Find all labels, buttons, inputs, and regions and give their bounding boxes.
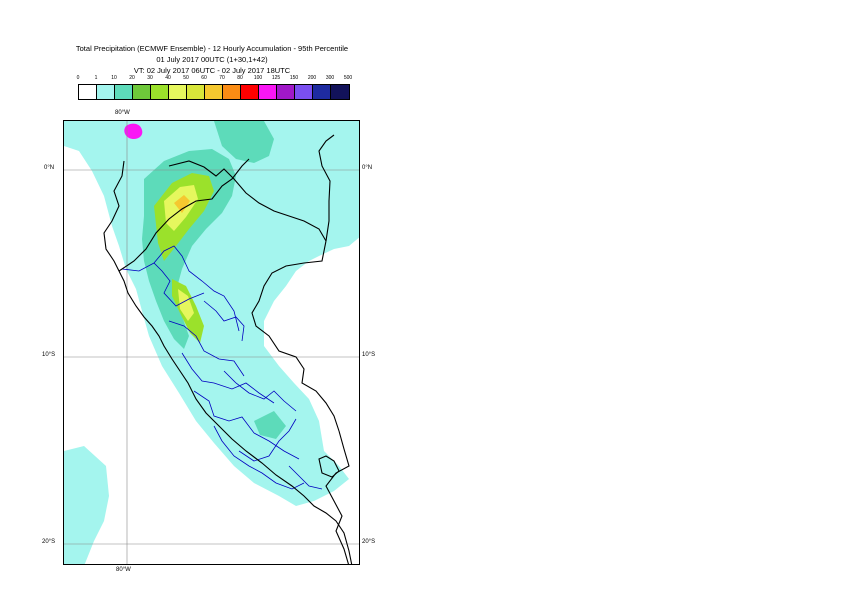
department-boundary <box>223 370 297 412</box>
lake-titicaca-outline <box>318 455 340 478</box>
legend-swatch <box>169 85 187 99</box>
precip-teal-area-southeast <box>254 411 286 439</box>
department-boundary <box>153 245 240 332</box>
legend-swatch <box>313 85 331 99</box>
legend-tick: 100 <box>253 75 263 81</box>
precip-orange-area <box>174 195 190 213</box>
legend-tick: 125 <box>271 75 281 81</box>
department-boundary <box>121 262 205 307</box>
legend-swatch <box>115 85 133 99</box>
legend-swatch <box>277 85 295 99</box>
department-boundary <box>203 300 245 342</box>
lat-label-left-20: 20°S <box>42 539 56 545</box>
legend-swatch <box>295 85 313 99</box>
legend-swatch <box>259 85 277 99</box>
legend-tick: 1 <box>94 75 98 81</box>
ecuador-boundary <box>118 158 250 272</box>
graticule <box>64 121 359 564</box>
legend-colorbar <box>78 84 350 100</box>
precip-teal-area-northeast <box>214 121 274 163</box>
internal-boundaries <box>121 245 323 490</box>
valid-time-label: VT: 02 July 2017 06UTC - 02 July 2017 18… <box>133 66 291 75</box>
legend-swatch <box>241 85 259 99</box>
legend-swatch <box>151 85 169 99</box>
chart-title: Total Precipitation (ECMWF Ensemble) - 1… <box>75 44 349 53</box>
legend-tick: 70 <box>219 75 225 81</box>
legend-tick: 10 <box>111 75 117 81</box>
precipitation-map <box>63 120 360 565</box>
legend-tick: 20 <box>129 75 135 81</box>
colombia-brazil-boundary <box>318 134 335 242</box>
lat-label-left-10: 10°S <box>42 352 56 358</box>
legend-swatch <box>223 85 241 99</box>
lat-label-left-0: 0°N <box>44 165 55 171</box>
precip-magenta-spot <box>124 123 143 140</box>
precip-field <box>64 121 359 564</box>
legend-swatch <box>205 85 223 99</box>
department-boundary <box>288 465 323 490</box>
lat-label-right-0: 0°N <box>362 165 373 171</box>
national-boundaries <box>103 134 353 564</box>
lat-label-right-10: 10°S <box>362 352 376 358</box>
precip-light-area-southwest <box>64 446 109 564</box>
legend-tick-labels: 0 1 10 20 30 40 50 60 70 80 100 125 150 … <box>70 75 360 85</box>
bolivia-boundary <box>325 430 350 564</box>
precip-light-area <box>64 121 359 506</box>
legend-tick: 40 <box>165 75 171 81</box>
precip-yellow-area-central <box>178 289 194 321</box>
department-boundary <box>193 390 300 460</box>
precip-light-area-northwest <box>64 121 139 161</box>
legend-swatch <box>133 85 151 99</box>
legend-swatch <box>79 85 97 99</box>
department-boundary <box>238 418 297 462</box>
department-boundary <box>181 352 275 404</box>
colombia-boundary <box>168 160 327 242</box>
legend-swatch <box>97 85 115 99</box>
legend-tick: 200 <box>307 75 317 81</box>
base-time-label: 01 July 2017 00UTC (1+30,1+42) <box>156 55 268 64</box>
legend-tick: 30 <box>147 75 153 81</box>
brazil-boundary <box>251 240 340 432</box>
legend-tick: 60 <box>201 75 207 81</box>
lon-label-top: 80°W <box>115 110 130 116</box>
legend-tick: 80 <box>237 75 243 81</box>
map-canvas <box>64 121 359 564</box>
legend-swatch <box>187 85 205 99</box>
lon-label-bottom: 80°W <box>116 567 131 573</box>
department-boundary <box>168 320 245 377</box>
legend-tick: 150 <box>289 75 299 81</box>
department-boundary <box>213 425 305 490</box>
legend-tick: 500 <box>343 75 353 81</box>
lat-label-right-20: 20°S <box>362 539 376 545</box>
legend-tick: 0 <box>76 75 80 81</box>
legend-swatch <box>331 85 349 99</box>
coastline <box>103 160 353 564</box>
legend-tick: 300 <box>325 75 335 81</box>
legend-tick: 50 <box>183 75 189 81</box>
